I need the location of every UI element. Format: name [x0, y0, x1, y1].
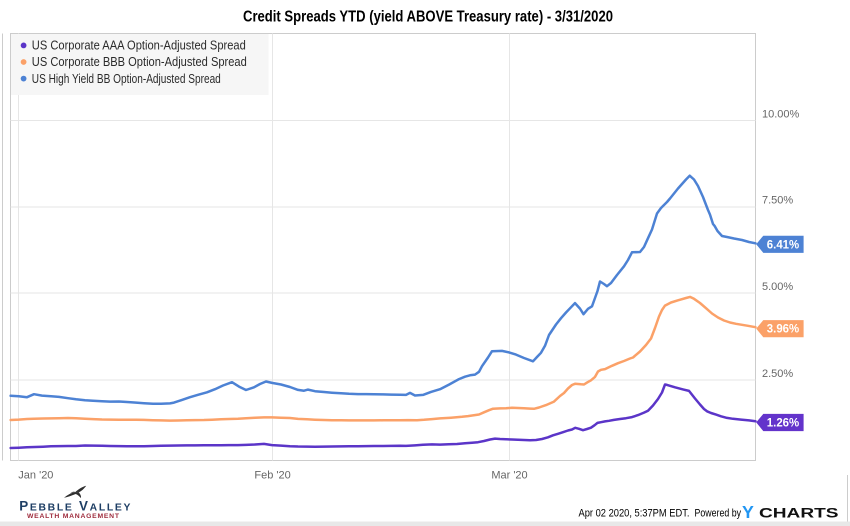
svg-text:WEALTH MANAGEMENT: WEALTH MANAGEMENT: [27, 513, 120, 520]
svg-text:US High Yield BB Option-Adjust: US High Yield BB Option-Adjusted Spread: [32, 72, 221, 86]
svg-text:CHARTS: CHARTS: [759, 506, 839, 522]
svg-text:10.00%: 10.00%: [762, 108, 800, 120]
svg-text:Apr 02 2020, 5:37PM EDT.: Apr 02 2020, 5:37PM EDT.: [579, 508, 690, 520]
svg-text:7.50%: 7.50%: [762, 195, 793, 207]
svg-text:2.50%: 2.50%: [762, 368, 793, 380]
svg-text:PEBBLE VALLEY: PEBBLE VALLEY: [19, 499, 132, 514]
svg-text:Credit Spreads YTD (yield ABOV: Credit Spreads YTD (yield ABOVE Treasury…: [243, 9, 613, 26]
svg-text:3.96%: 3.96%: [767, 324, 799, 336]
svg-text:Feb '20: Feb '20: [254, 470, 290, 482]
svg-text:US Corporate BBB Option-Adjust: US Corporate BBB Option-Adjusted Spread: [32, 55, 247, 69]
svg-text:Mar '20: Mar '20: [491, 470, 527, 482]
svg-text:5.00%: 5.00%: [762, 281, 793, 293]
svg-text:Y: Y: [742, 502, 754, 522]
svg-text:Jan '20: Jan '20: [18, 470, 53, 482]
svg-text:US Corporate AAA Option-Adjust: US Corporate AAA Option-Adjusted Spread: [32, 39, 246, 53]
svg-text:1.26%: 1.26%: [767, 418, 799, 430]
svg-text:Powered by: Powered by: [695, 508, 742, 520]
svg-text:6.41%: 6.41%: [767, 239, 799, 251]
